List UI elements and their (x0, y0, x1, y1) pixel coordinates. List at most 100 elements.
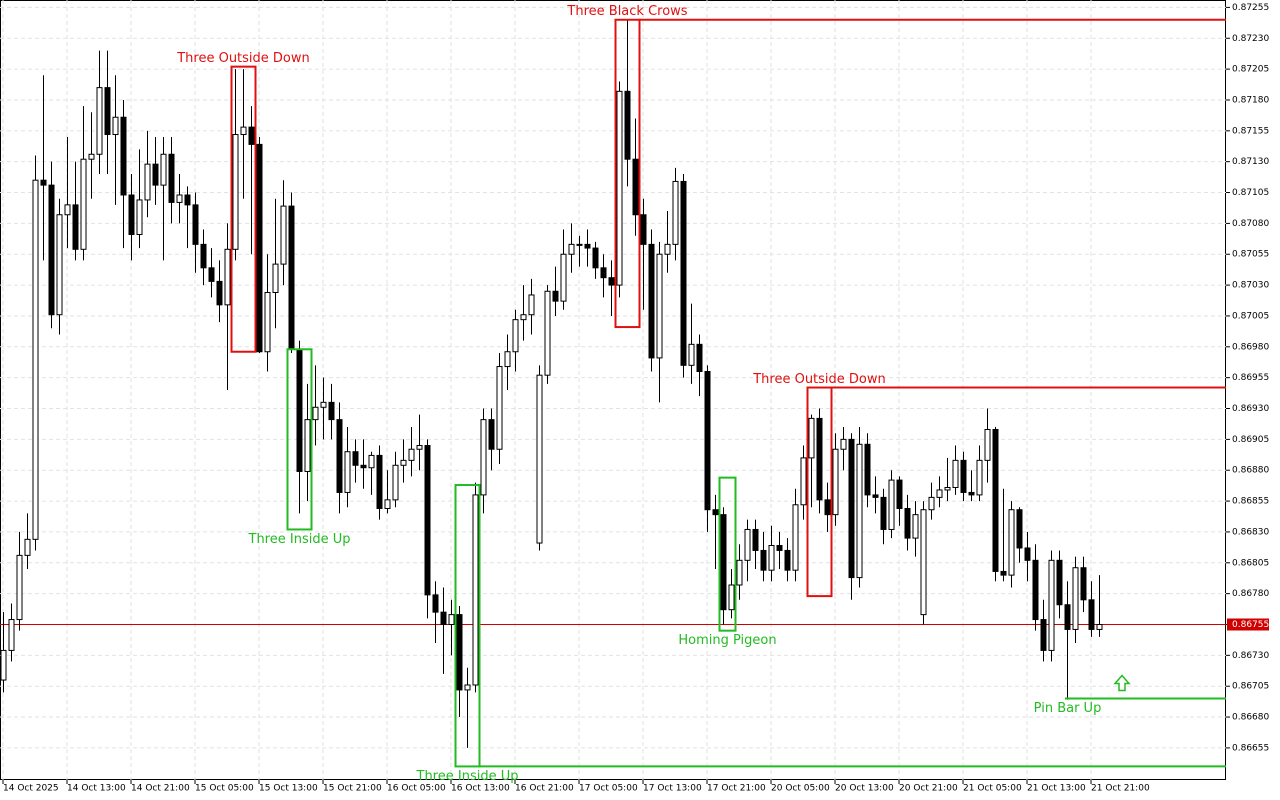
x-tick-label: 15 Oct 13:00 (259, 784, 318, 794)
y-tick-label: 0.87005 (1232, 311, 1269, 321)
x-tick-label: 17 Oct 05:00 (579, 784, 638, 794)
candle-body (776, 545, 783, 551)
pattern-arrow (1113, 674, 1131, 692)
candle-body (1016, 509, 1023, 549)
candle-body (112, 116, 119, 136)
candle-body (992, 428, 999, 572)
y-tick-label: 0.87080 (1232, 219, 1269, 229)
pattern-box (718, 476, 737, 632)
candle-body (912, 514, 919, 539)
candle-body (264, 292, 271, 353)
candle-body (416, 445, 423, 450)
candle-body (16, 554, 23, 621)
candle-body (568, 243, 575, 255)
candle-body (936, 489, 943, 498)
y-tick-label: 0.87180 (1232, 95, 1269, 105)
candle-body (96, 87, 103, 155)
x-tick-label: 16 Oct 21:00 (515, 784, 574, 794)
candle-body (376, 454, 383, 509)
candle-body (64, 204, 71, 216)
x-tick-label: 16 Oct 05:00 (387, 784, 446, 794)
y-tick-label: 0.87255 (1232, 3, 1269, 13)
candle-body (488, 419, 495, 450)
y-tick-label: 0.86980 (1232, 342, 1269, 352)
candle-body (808, 417, 815, 459)
pattern-label: Pin Bar Up (1034, 701, 1102, 716)
candle-body (696, 343, 703, 372)
candle-body (656, 253, 663, 359)
candle-body (928, 496, 935, 511)
candle-body (1056, 559, 1063, 606)
candle-body (1088, 599, 1095, 630)
y-tick-label: 0.86880 (1232, 466, 1269, 476)
candle-body (288, 205, 295, 350)
candle-body (408, 448, 415, 461)
candle-body (544, 290, 551, 376)
candle-body (648, 243, 655, 359)
candle-body (688, 343, 695, 366)
y-tick-label: 0.87055 (1232, 250, 1269, 260)
candle-body (480, 419, 487, 496)
candle-body (368, 454, 375, 469)
y-tick-label: 0.86805 (1232, 558, 1269, 568)
candle-body (920, 509, 927, 616)
candle-body (728, 584, 735, 611)
candle-body (312, 406, 319, 421)
candle-body (784, 549, 791, 571)
x-tick-label: 21 Oct 21:00 (1091, 784, 1150, 794)
candle-body (32, 179, 39, 540)
candle-body (304, 419, 311, 472)
candle-body (1096, 623, 1103, 630)
candle-body (1072, 567, 1079, 630)
candle-body (40, 179, 47, 186)
candle-body (24, 538, 31, 556)
x-tick-label: 20 Oct 13:00 (835, 784, 894, 794)
candle-body (104, 87, 111, 136)
candle-body (856, 443, 863, 579)
candle-body (976, 459, 983, 496)
candle-body (1040, 619, 1047, 651)
candle-body (240, 126, 247, 136)
pattern-label: Three Black Crows (566, 4, 687, 19)
x-tick-label: 21 Oct 05:00 (963, 784, 1022, 794)
candle-body (424, 445, 431, 596)
candle-body (208, 267, 215, 282)
candle-body (56, 214, 63, 316)
candle-body (632, 158, 639, 216)
pattern-box (806, 386, 833, 598)
candle-body (336, 419, 343, 493)
candle-body (864, 443, 871, 496)
candle-body (600, 267, 607, 279)
candle-body (184, 194, 191, 206)
candle-body (1080, 567, 1087, 601)
candle-body (984, 428, 991, 461)
candle-body (224, 248, 231, 306)
candle-body (456, 614, 463, 691)
candle-body (192, 204, 199, 245)
candle-body (504, 351, 511, 368)
candle-body (296, 348, 303, 472)
candle-body (232, 134, 239, 250)
y-tick-label: 0.86830 (1232, 527, 1269, 537)
candle-body (720, 514, 727, 611)
candle-body (280, 205, 287, 265)
candle-body (344, 451, 351, 493)
candle-body (1000, 570, 1007, 576)
candle-body (176, 194, 183, 203)
x-tick-label: 15 Oct 21:00 (323, 784, 382, 794)
candle-body (896, 479, 903, 509)
candle-body (560, 253, 567, 302)
candle-body (136, 199, 143, 235)
candle-body (832, 448, 839, 516)
candle-body (512, 319, 519, 353)
candle-body (824, 499, 831, 516)
candle-body (272, 263, 279, 293)
candle-body (80, 158, 87, 250)
x-tick-label: 16 Oct 13:00 (451, 784, 510, 794)
candle-body (736, 559, 743, 586)
candle-body (952, 459, 959, 489)
x-tick-label: 17 Oct 13:00 (643, 784, 702, 794)
candle-body (664, 243, 671, 255)
candle-body (400, 459, 407, 466)
